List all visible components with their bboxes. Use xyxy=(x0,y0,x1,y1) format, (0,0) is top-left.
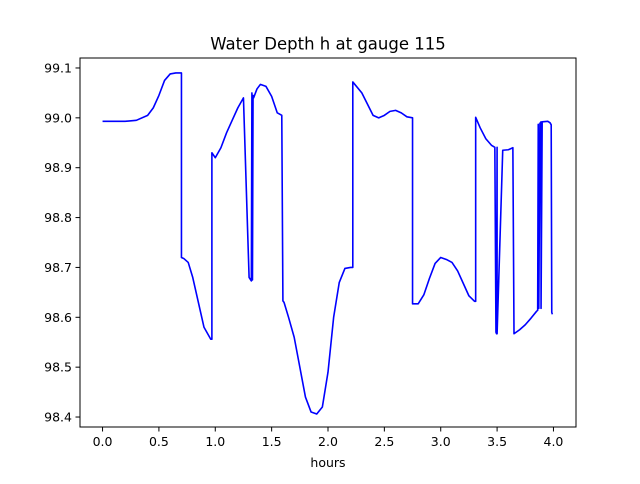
x-tick-label: 0.5 xyxy=(149,434,169,449)
x-tick-label: 1.5 xyxy=(262,434,282,449)
x-tick-label: 2.5 xyxy=(374,434,394,449)
y-tick-label: 99.1 xyxy=(44,60,72,75)
chart-title: Water Depth h at gauge 115 xyxy=(210,35,445,54)
y-tick-label: 98.9 xyxy=(44,160,72,175)
x-tick-label: 0.0 xyxy=(93,434,113,449)
y-tick-label: 98.8 xyxy=(44,210,72,225)
y-tick-label: 98.6 xyxy=(44,310,72,325)
y-tick-label: 98.4 xyxy=(44,410,72,425)
y-tick-label: 98.7 xyxy=(44,260,72,275)
x-tick-label: 3.0 xyxy=(431,434,451,449)
chart-figure: Water Depth h at gauge 115 0.0 0.5 1.0 1.5 2… xyxy=(0,0,640,480)
x-tick-label: 4.0 xyxy=(544,434,564,449)
x-tick-label: 1.0 xyxy=(205,434,225,449)
line-chart: Water Depth h at gauge 115 0.0 0.5 1.0 1.5 2… xyxy=(0,0,640,480)
y-tick-label: 98.5 xyxy=(44,360,72,375)
y-tick-label: 99.0 xyxy=(44,110,72,125)
x-tick-label: 3.5 xyxy=(487,434,507,449)
x-tick-label: 2.0 xyxy=(318,434,338,449)
x-axis-label: hours xyxy=(310,455,345,470)
